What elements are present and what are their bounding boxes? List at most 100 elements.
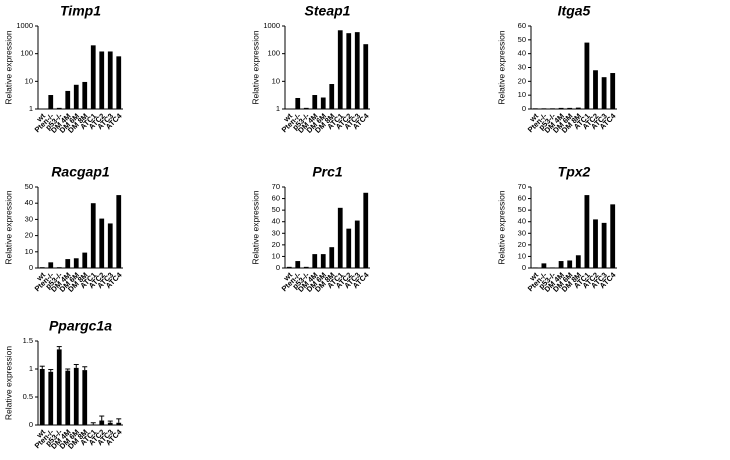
y-tick-label: 10 bbox=[272, 76, 280, 85]
y-tick-label: 60 bbox=[518, 194, 526, 203]
error-bar bbox=[39, 365, 45, 369]
y-tick-label: 70 bbox=[518, 182, 526, 191]
bar bbox=[550, 108, 555, 109]
error-bar bbox=[107, 420, 113, 423]
bar bbox=[346, 228, 352, 268]
bar bbox=[82, 81, 88, 109]
y-tick-label: 0 bbox=[522, 263, 526, 272]
error-bar bbox=[65, 368, 71, 371]
y-axis-label: Relative expression bbox=[3, 190, 13, 264]
bar bbox=[48, 262, 54, 268]
y-tick-label: 100 bbox=[20, 49, 33, 58]
bar bbox=[73, 258, 79, 268]
y-tick-label: 40 bbox=[272, 217, 280, 226]
bar bbox=[575, 107, 581, 109]
bar bbox=[584, 195, 590, 268]
error-bar bbox=[73, 364, 79, 368]
bar bbox=[558, 107, 564, 109]
y-tick-label: 30 bbox=[272, 228, 280, 237]
bar bbox=[541, 263, 547, 268]
y-tick-label: 10 bbox=[518, 251, 526, 260]
bar bbox=[532, 108, 538, 109]
bar bbox=[593, 70, 598, 109]
bar bbox=[56, 107, 62, 109]
y-tick-label: 50 bbox=[518, 35, 526, 44]
bar bbox=[48, 371, 54, 425]
bar bbox=[567, 107, 573, 109]
bar bbox=[99, 420, 105, 425]
bar bbox=[363, 192, 369, 268]
bar bbox=[329, 247, 335, 268]
bar bbox=[312, 95, 318, 109]
bar bbox=[320, 254, 326, 268]
bar bbox=[354, 32, 360, 109]
y-tick-label: 10 bbox=[25, 247, 33, 256]
y-tick-label: 30 bbox=[518, 62, 526, 71]
y-axis-label: Relative expression bbox=[3, 30, 13, 104]
y-tick-label: 0 bbox=[522, 104, 526, 113]
bar bbox=[90, 203, 96, 268]
y-tick-label: 20 bbox=[518, 240, 526, 249]
bar bbox=[73, 367, 79, 425]
y-tick-label: 70 bbox=[272, 182, 280, 191]
y-tick-label: 1 bbox=[29, 104, 33, 113]
y-axis-label: Relative expression bbox=[3, 346, 13, 420]
y-tick-label: 0 bbox=[29, 420, 33, 429]
bar bbox=[584, 42, 590, 109]
bar bbox=[363, 44, 369, 109]
bar bbox=[99, 218, 105, 268]
y-tick-label: 50 bbox=[518, 205, 526, 214]
y-tick-label: 0 bbox=[29, 263, 33, 272]
bar bbox=[346, 33, 352, 109]
bar bbox=[550, 267, 555, 268]
y-tick-label: 10 bbox=[272, 251, 280, 260]
bar bbox=[312, 254, 318, 268]
y-axis-label: Relative expression bbox=[250, 190, 260, 264]
bar bbox=[65, 90, 71, 109]
y-tick-label: 10 bbox=[25, 76, 33, 85]
chart-title: Prc1 bbox=[312, 164, 343, 180]
y-tick-label: 40 bbox=[25, 198, 33, 207]
bar bbox=[320, 97, 326, 109]
bar bbox=[295, 97, 301, 109]
bar bbox=[39, 267, 45, 268]
bar bbox=[73, 84, 79, 109]
bar bbox=[56, 267, 62, 268]
y-tick-label: 0.5 bbox=[23, 392, 33, 401]
y-tick-label: 1000 bbox=[263, 21, 280, 30]
bar bbox=[532, 267, 538, 268]
error-bar bbox=[99, 415, 105, 421]
bar bbox=[82, 252, 88, 268]
bar bbox=[65, 259, 71, 268]
bar bbox=[39, 369, 45, 425]
y-tick-label: 60 bbox=[272, 194, 280, 203]
bar bbox=[610, 73, 616, 109]
y-tick-label: 40 bbox=[518, 217, 526, 226]
bar bbox=[567, 260, 573, 268]
bar bbox=[65, 370, 71, 425]
bar bbox=[337, 207, 343, 268]
y-tick-label: 100 bbox=[267, 49, 280, 58]
bar bbox=[541, 108, 547, 109]
bar bbox=[329, 84, 335, 109]
error-bar bbox=[82, 366, 88, 371]
bar bbox=[295, 261, 301, 268]
y-tick-label: 1 bbox=[29, 364, 33, 373]
error-bar bbox=[116, 418, 122, 423]
y-axis-label: Relative expression bbox=[250, 30, 260, 104]
y-tick-label: 1000 bbox=[16, 21, 33, 30]
bar bbox=[593, 219, 598, 268]
error-bar bbox=[56, 346, 62, 350]
y-tick-label: 60 bbox=[518, 21, 526, 30]
y-tick-label: 30 bbox=[25, 214, 33, 223]
bar bbox=[354, 220, 360, 268]
bar bbox=[56, 349, 62, 425]
y-tick-label: 50 bbox=[272, 205, 280, 214]
bar bbox=[99, 51, 105, 109]
